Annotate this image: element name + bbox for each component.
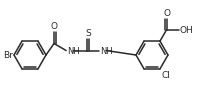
- Text: O: O: [163, 9, 170, 18]
- Text: S: S: [85, 29, 91, 38]
- Text: NH: NH: [100, 47, 112, 56]
- Text: OH: OH: [179, 26, 193, 35]
- Text: NH: NH: [67, 47, 79, 56]
- Text: Br: Br: [3, 51, 13, 60]
- Text: Cl: Cl: [161, 71, 170, 80]
- Text: O: O: [51, 22, 58, 31]
